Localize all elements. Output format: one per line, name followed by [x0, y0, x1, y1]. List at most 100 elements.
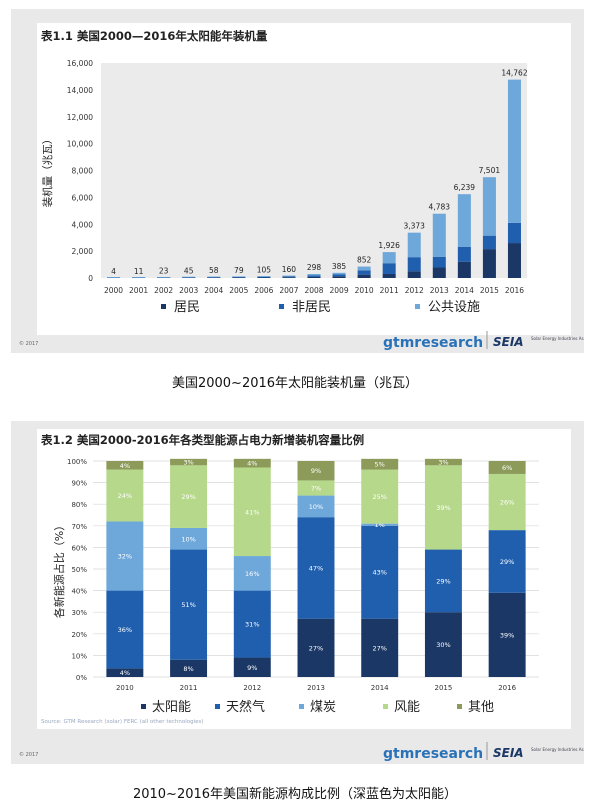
legend-label: 天然气: [226, 699, 265, 715]
segment-label: 39%: [500, 631, 514, 639]
bar-total-label: 385: [332, 262, 347, 271]
chart1-caption: 美国2000~2016年太阳能装机量（兆瓦）: [171, 376, 419, 391]
legend-marker: [415, 304, 420, 309]
x-tick-label: 2016: [498, 684, 516, 692]
bar-segment: [106, 668, 144, 677]
bar-segment: [170, 458, 208, 466]
bar-segment: [282, 276, 296, 278]
bar-segment: [170, 549, 208, 660]
y-tick-label: 30%: [71, 609, 87, 617]
bar-total-label: 4,783: [429, 203, 451, 212]
y-tick-label: 14,000: [67, 86, 93, 95]
bar-total-label: 1,926: [378, 241, 400, 250]
segment-label: 9%: [247, 664, 257, 672]
bar-segment: [357, 266, 371, 271]
x-tick-label: 2012: [405, 286, 424, 295]
bar-segment: [361, 458, 399, 470]
x-tick-label: 2012: [243, 684, 261, 692]
y-tick-label: 90%: [71, 480, 87, 488]
legend-marker: [383, 704, 388, 709]
bar-segment: [482, 235, 496, 250]
bar-segment: [407, 232, 421, 258]
legend-marker: [299, 704, 304, 709]
segment-label: 24%: [118, 492, 132, 500]
bar-segment: [361, 525, 399, 619]
seia-tagline: Solar Energy Industries Association: [531, 336, 584, 341]
bar-segment: [382, 273, 396, 278]
y-tick-label: 12,000: [67, 113, 93, 122]
bar-segment: [482, 177, 496, 236]
y-axis-label: 装机量（兆瓦）: [41, 134, 54, 208]
y-tick-label: 10%: [71, 652, 87, 660]
legend-marker: [141, 704, 146, 709]
bar-segment: [297, 618, 335, 677]
bar-segment: [407, 257, 421, 272]
segment-label: 43%: [372, 569, 386, 577]
bar-segment: [507, 79, 521, 223]
copyright-text: © 2017: [19, 340, 38, 347]
chart2-caption: 2010~2016年美国新能源构成比例（深蓝色为太阳能）: [132, 787, 458, 802]
bar-segment: [332, 276, 346, 278]
bar-segment: [170, 527, 208, 550]
bar-segment: [361, 618, 399, 677]
bar-segment: [282, 275, 296, 277]
bar-segment: [257, 276, 271, 277]
segment-label: 8%: [183, 665, 193, 673]
bar-segment: [232, 276, 246, 278]
bar-segment: [233, 467, 271, 557]
bar-segment: [432, 213, 446, 257]
bar-segment: [232, 276, 246, 278]
bar-segment: [457, 194, 471, 247]
y-tick-label: 100%: [67, 458, 87, 466]
bar-total-label: 79: [234, 266, 244, 275]
chart-panel-2: 表1.2 美国2000-2016年各类型能源占电力新增装机容量比例 0% 10% 20…: [11, 421, 590, 764]
x-tick-label: 2015: [480, 286, 499, 295]
x-tick-label: 2011: [180, 684, 198, 692]
x-tick-label: 2014: [455, 286, 474, 295]
bar-segment: [107, 277, 121, 278]
chart1-plot-area: [101, 63, 527, 278]
energy-share-chart: 表1.2 美国2000-2016年各类型能源占电力新增装机容量比例 0% 10% 20…: [19, 429, 590, 762]
seia-logo: SEIA: [493, 746, 524, 760]
bar-total-label: 105: [257, 266, 272, 275]
bar-segment: [382, 252, 396, 264]
bar-total-label: 45: [184, 266, 194, 275]
bar-segment: [332, 274, 346, 277]
bar-segment: [488, 530, 526, 593]
bar-total-label: 160: [282, 265, 297, 274]
x-tick-label: 2013: [430, 286, 449, 295]
x-tick-label: 2015: [435, 684, 453, 692]
x-tick-label: 2002: [154, 286, 173, 295]
bar-total-label: 23: [159, 267, 169, 276]
legend-label: 风能: [394, 700, 420, 715]
segment-label: 41%: [245, 508, 259, 516]
y-tick-label: 20%: [71, 631, 87, 639]
segment-label: 7%: [311, 485, 321, 493]
segment-label: 47%: [309, 564, 323, 572]
segment-label: 4%: [120, 462, 130, 470]
segment-label: 10%: [181, 535, 195, 543]
bar-segment: [233, 657, 271, 677]
bar-segment: [382, 263, 396, 274]
segment-label: 25%: [372, 493, 386, 501]
bar-segment: [282, 277, 296, 278]
bar-total-label: 3,373: [403, 222, 425, 231]
legend-marker: [457, 704, 462, 709]
segment-label: 29%: [500, 558, 514, 566]
bar-total-label: 58: [209, 266, 219, 275]
x-tick-label: 2010: [116, 684, 134, 692]
y-tick-label: 4,000: [72, 220, 94, 229]
x-tick-label: 2005: [229, 286, 248, 295]
bar-segment: [424, 465, 462, 550]
legend-label: 太阳能: [152, 700, 191, 715]
seia-tagline: Solar Energy Industries Association: [531, 747, 584, 752]
bar-segment: [297, 480, 335, 496]
bar-segment: [357, 270, 371, 275]
segment-label: 32%: [118, 553, 132, 561]
x-tick-label: 2003: [179, 286, 198, 295]
segment-label: 9%: [311, 467, 321, 475]
bar-segment: [132, 277, 146, 278]
bar-segment: [307, 273, 321, 276]
chart1-title: 表1.1 美国2000—2016年太阳能年装机量: [40, 29, 268, 43]
y-tick-label: 6,000: [72, 193, 94, 202]
